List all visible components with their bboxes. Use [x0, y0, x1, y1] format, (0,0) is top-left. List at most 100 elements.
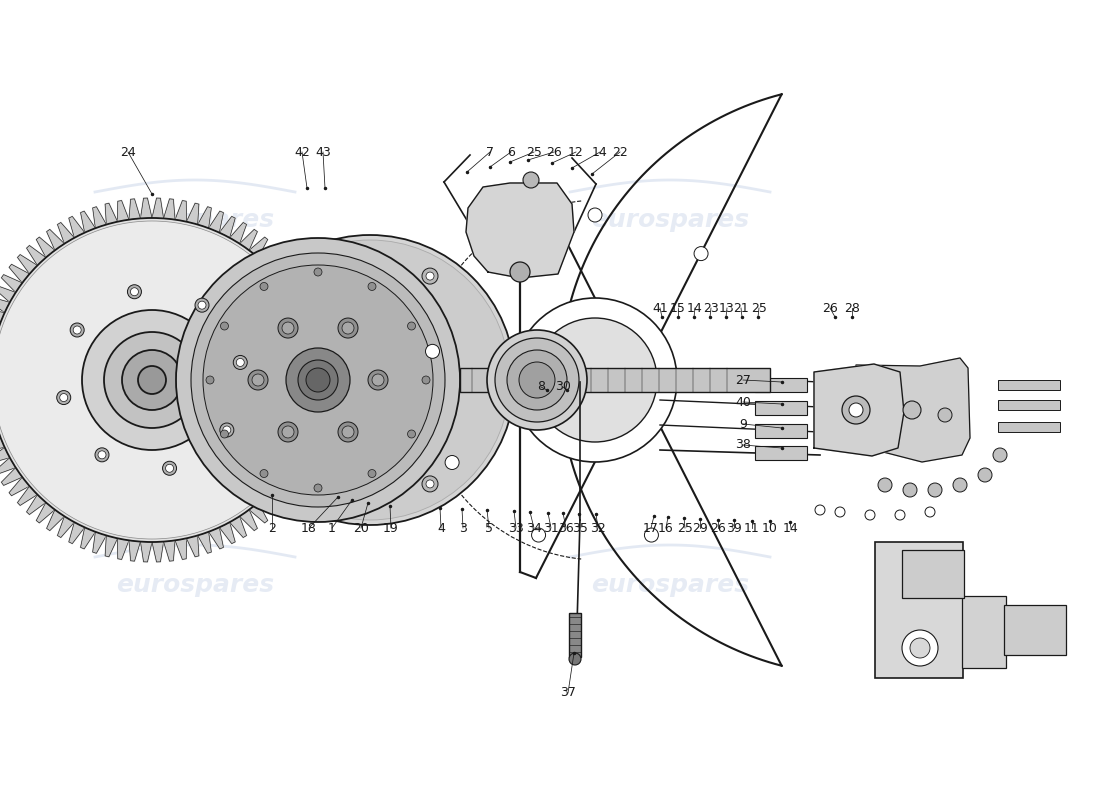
- Text: 19: 19: [383, 522, 399, 534]
- Circle shape: [191, 253, 446, 507]
- Polygon shape: [0, 297, 10, 313]
- Circle shape: [513, 298, 676, 462]
- Text: 18: 18: [301, 522, 317, 534]
- Text: 39: 39: [726, 522, 741, 534]
- Text: 29: 29: [692, 522, 708, 534]
- Polygon shape: [0, 286, 15, 302]
- Circle shape: [260, 470, 268, 478]
- Circle shape: [246, 376, 254, 384]
- Circle shape: [407, 430, 416, 438]
- Polygon shape: [152, 542, 164, 562]
- Circle shape: [236, 358, 244, 366]
- Circle shape: [407, 322, 416, 330]
- Circle shape: [588, 208, 602, 222]
- Circle shape: [849, 403, 864, 417]
- Text: 41: 41: [652, 302, 668, 314]
- Circle shape: [166, 464, 174, 472]
- Polygon shape: [312, 357, 333, 369]
- Polygon shape: [164, 540, 175, 561]
- Circle shape: [482, 246, 496, 261]
- Text: 6: 6: [507, 146, 515, 158]
- Circle shape: [233, 355, 248, 370]
- Text: 38: 38: [735, 438, 751, 451]
- Text: 40: 40: [735, 395, 751, 409]
- Circle shape: [302, 476, 318, 492]
- Polygon shape: [282, 467, 303, 486]
- Polygon shape: [307, 414, 329, 427]
- Bar: [962, 596, 1006, 668]
- Text: 25: 25: [751, 302, 767, 314]
- Polygon shape: [69, 522, 85, 544]
- Circle shape: [230, 240, 510, 520]
- Circle shape: [903, 483, 917, 497]
- Text: 4: 4: [437, 522, 444, 534]
- Circle shape: [163, 462, 177, 475]
- Polygon shape: [92, 206, 107, 228]
- Circle shape: [195, 298, 209, 312]
- Text: 13: 13: [719, 302, 735, 314]
- Polygon shape: [856, 358, 970, 462]
- Polygon shape: [141, 198, 152, 218]
- Circle shape: [198, 301, 206, 309]
- Circle shape: [486, 376, 494, 384]
- Polygon shape: [282, 274, 303, 293]
- Circle shape: [895, 510, 905, 520]
- Polygon shape: [0, 458, 15, 474]
- Circle shape: [372, 374, 384, 386]
- Circle shape: [252, 374, 264, 386]
- Circle shape: [487, 330, 587, 430]
- Text: 7: 7: [486, 146, 494, 158]
- Bar: [902, 550, 964, 598]
- Polygon shape: [129, 540, 141, 561]
- Polygon shape: [266, 254, 286, 274]
- Polygon shape: [0, 437, 4, 451]
- Polygon shape: [310, 403, 331, 414]
- Polygon shape: [26, 494, 46, 514]
- Circle shape: [59, 394, 68, 402]
- Polygon shape: [152, 198, 164, 218]
- Polygon shape: [209, 211, 223, 233]
- Circle shape: [902, 630, 938, 666]
- Circle shape: [128, 285, 142, 298]
- Text: 37: 37: [560, 686, 576, 699]
- Circle shape: [314, 268, 322, 276]
- Polygon shape: [314, 380, 334, 391]
- Circle shape: [306, 272, 313, 280]
- Polygon shape: [274, 477, 295, 496]
- Circle shape: [978, 468, 992, 482]
- Circle shape: [226, 235, 515, 525]
- Polygon shape: [0, 309, 4, 323]
- Circle shape: [507, 350, 566, 410]
- Text: 14: 14: [592, 146, 608, 158]
- Polygon shape: [219, 216, 235, 238]
- Circle shape: [242, 372, 258, 388]
- Circle shape: [569, 653, 581, 665]
- Polygon shape: [310, 346, 331, 357]
- Polygon shape: [46, 510, 65, 530]
- Circle shape: [426, 272, 434, 280]
- Text: 16: 16: [658, 522, 674, 534]
- Circle shape: [70, 323, 85, 337]
- Bar: [998, 400, 1060, 410]
- Circle shape: [426, 480, 434, 488]
- Text: 12: 12: [568, 146, 584, 158]
- Text: 34: 34: [526, 522, 542, 534]
- Circle shape: [422, 268, 438, 284]
- Text: 9: 9: [739, 418, 747, 430]
- Polygon shape: [141, 542, 152, 562]
- Bar: [998, 422, 1060, 432]
- Circle shape: [903, 401, 921, 419]
- Text: 10: 10: [762, 522, 778, 534]
- Circle shape: [338, 422, 358, 442]
- Polygon shape: [307, 333, 329, 346]
- Text: 36: 36: [558, 522, 574, 534]
- Circle shape: [278, 422, 298, 442]
- Bar: [755, 446, 807, 460]
- Polygon shape: [69, 216, 85, 238]
- Polygon shape: [186, 203, 199, 225]
- Text: 26: 26: [546, 146, 562, 158]
- Text: 21: 21: [733, 302, 749, 314]
- Circle shape: [925, 507, 935, 517]
- Circle shape: [131, 288, 139, 296]
- Circle shape: [302, 268, 318, 284]
